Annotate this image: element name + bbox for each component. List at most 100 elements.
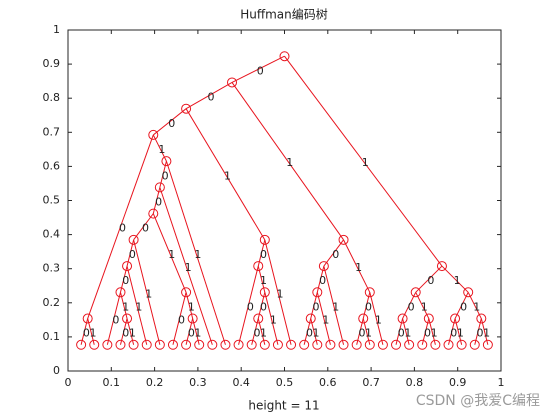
edge-label: 0 <box>306 327 313 340</box>
y-tick-label: 0.6 <box>43 159 61 172</box>
x-tick-label: 0.6 <box>319 376 337 389</box>
edge-label: 1 <box>404 327 411 340</box>
edge-label: 1 <box>375 314 382 327</box>
tree-node <box>338 234 349 245</box>
tree-node <box>259 287 270 298</box>
edge-label: 1 <box>286 156 293 169</box>
tree-node <box>436 261 447 272</box>
tree-edge <box>133 213 154 241</box>
tree-node <box>128 339 139 350</box>
tree-node <box>272 339 283 350</box>
y-tick-label: 0.4 <box>43 228 61 241</box>
tree-edge <box>231 55 285 83</box>
tree-edge <box>172 292 187 345</box>
tree-edge <box>106 292 121 345</box>
tree-node <box>154 182 165 193</box>
tree-node <box>122 261 133 272</box>
edge-label: 0 <box>129 248 136 261</box>
tree-node <box>463 287 474 298</box>
edge-label: 1 <box>168 248 175 261</box>
edge-label: 1 <box>185 261 192 274</box>
tree-edge <box>264 292 279 345</box>
tree-edge <box>323 265 345 345</box>
edge-label: 1 <box>194 327 201 340</box>
edge-label: 0 <box>83 327 90 340</box>
y-tick-label: 0.7 <box>43 125 61 138</box>
chart-title: Huffman编码树 <box>240 7 328 22</box>
tree-node <box>397 313 408 324</box>
tree-node <box>482 339 493 350</box>
tree-node <box>450 313 461 324</box>
tree-node <box>141 339 152 350</box>
edge-label: 1 <box>322 314 329 327</box>
tree-node <box>364 339 375 350</box>
tree-node <box>318 261 329 272</box>
y-tick-label: 1 <box>53 23 60 36</box>
edge-label: 0 <box>178 314 185 327</box>
tree-edge <box>316 292 331 345</box>
tree-node <box>259 339 270 350</box>
edge-label: 0 <box>247 300 254 313</box>
y-tick-label: 0.9 <box>43 57 61 70</box>
tree-node <box>417 339 428 350</box>
tree-edge <box>323 239 344 267</box>
edge-label: 0 <box>319 274 326 287</box>
x-tick-label: 0.4 <box>232 376 250 389</box>
tree-edge <box>165 161 226 345</box>
tree-node <box>220 339 231 350</box>
tree-node <box>312 339 323 350</box>
tree-node <box>181 287 192 298</box>
edge-label: 0 <box>142 222 149 235</box>
tree-node <box>410 287 421 298</box>
edge-label: 1 <box>483 327 490 340</box>
edge-label: 1 <box>421 300 428 313</box>
tree-node <box>115 339 126 350</box>
edge-label: 0 <box>112 314 119 327</box>
edge-label: 0 <box>332 248 339 261</box>
tree-node <box>181 339 192 350</box>
tree-node <box>312 287 323 298</box>
tree-node <box>161 156 172 167</box>
tree-node <box>167 339 178 350</box>
edge-label: 1 <box>454 274 461 287</box>
edge-label: 1 <box>145 287 152 300</box>
edge-label: 0 <box>424 327 431 340</box>
edge-label: 1 <box>188 300 195 313</box>
edge-label: 0 <box>460 300 467 313</box>
edge-label: 1 <box>332 300 339 313</box>
edge-label: 0 <box>313 300 320 313</box>
edge-label: 0 <box>450 327 457 340</box>
y-tick-label: 0.1 <box>43 330 61 343</box>
tree-edge <box>238 265 259 345</box>
tree-node <box>279 51 290 62</box>
edge-label: 1 <box>362 156 369 169</box>
edge-label: 0 <box>260 248 267 261</box>
x-tick-label: 0 <box>65 376 72 389</box>
y-tick-label: 0.2 <box>43 296 61 309</box>
tree-node <box>305 313 316 324</box>
edge-label: 0 <box>427 274 434 287</box>
edge-label: 0 <box>398 327 405 340</box>
x-tick-label: 0.7 <box>362 376 380 389</box>
edge-label: 0 <box>122 327 129 340</box>
tree-edge <box>185 82 233 110</box>
tree-node <box>253 261 264 272</box>
edge-label: 1 <box>194 248 201 261</box>
edge-label: 0 <box>155 196 162 209</box>
x-tick-label: 0.5 <box>276 376 294 389</box>
x-tick-label: 0.3 <box>189 376 207 389</box>
edge-label: 1 <box>260 274 267 287</box>
tree-node <box>128 234 139 245</box>
tree-edge <box>415 265 443 293</box>
tree-node <box>443 339 454 350</box>
tree-edge <box>87 134 154 319</box>
tree-node <box>377 339 388 350</box>
edge-label: 1 <box>355 261 362 274</box>
edge-label: 1 <box>129 327 136 340</box>
tree-node <box>391 339 402 350</box>
tree-node <box>227 77 238 88</box>
tree-node <box>154 339 165 350</box>
edge-label: 0 <box>208 91 215 104</box>
tree-edge <box>159 187 213 345</box>
edge-label: 1 <box>260 327 267 340</box>
